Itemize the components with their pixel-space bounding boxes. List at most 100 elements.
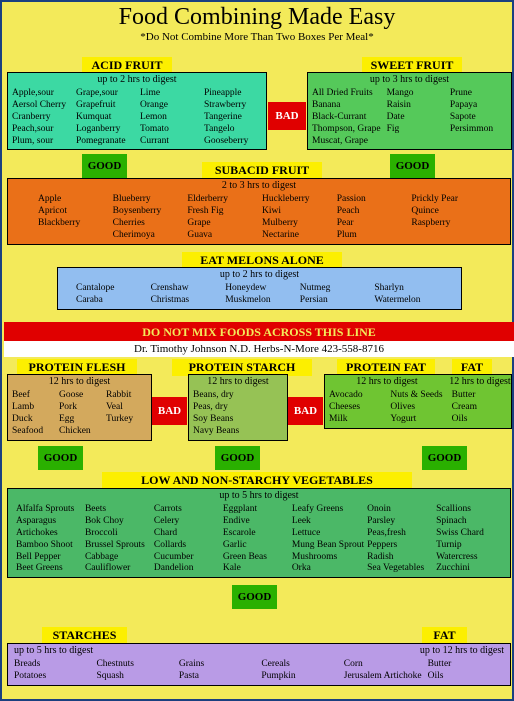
list-item: Kumquat bbox=[76, 112, 134, 124]
list-item: Zucchini bbox=[436, 563, 502, 575]
list-item: Butter bbox=[452, 390, 507, 402]
list-item: Grape,sour bbox=[76, 88, 134, 100]
good-pflesh-low: GOOD bbox=[38, 446, 83, 470]
list-item: Prune bbox=[450, 88, 507, 100]
pfat-list: AvocadoCheesesMilkNuts & SeedsOlivesYogu… bbox=[325, 388, 511, 428]
list-item: Beet Greens bbox=[16, 563, 82, 575]
list-item: Beef bbox=[12, 390, 53, 402]
list-item: Dandelion bbox=[154, 563, 220, 575]
list-item: Eggplant bbox=[223, 504, 289, 516]
list-item: Cucumber bbox=[154, 552, 220, 564]
list-item: Grains bbox=[179, 659, 255, 671]
bad-pflesh-pstarch: BAD bbox=[152, 397, 187, 425]
list-item: Kale bbox=[223, 563, 289, 575]
list-item: Turnip bbox=[436, 540, 502, 552]
list-item: Seafood bbox=[12, 426, 53, 438]
list-column: Leafy GreensLeekLettuceMung Bean SproutM… bbox=[292, 504, 364, 575]
pflesh-digest: 12 hrs to digest bbox=[8, 375, 151, 388]
list-item: Apple bbox=[38, 194, 107, 206]
list-item: Cream bbox=[452, 402, 507, 414]
list-item: Apricot bbox=[38, 206, 107, 218]
pstarch-box: 12 hrs to digest Beans, dryPeas, drySoy … bbox=[188, 374, 288, 441]
list-item: Plum, sour bbox=[12, 136, 70, 148]
list-item: Passion bbox=[337, 194, 406, 206]
list-column: LimeOrangeLemonTomatoCurrant bbox=[140, 88, 198, 147]
list-item: Tangelo bbox=[204, 124, 262, 136]
list-item: Escarole bbox=[223, 528, 289, 540]
list-column: EggplantEndiveEscaroleGarlicGreen BeasKa… bbox=[223, 504, 289, 575]
list-item: Parsley bbox=[367, 516, 433, 528]
starch-header: STARCHES bbox=[42, 627, 127, 644]
list-column: Alfalfa SproutsAsparagusArtichokesBamboo… bbox=[16, 504, 82, 575]
list-column: RabbitVealTurkey bbox=[106, 390, 147, 438]
low-header: LOW AND NON-STARCHY VEGETABLES bbox=[102, 472, 412, 489]
list-column: BlueberryBoysenberryCherriesCherimoya bbox=[113, 194, 182, 242]
list-item: Plum bbox=[337, 230, 406, 242]
list-item: Pork bbox=[59, 402, 100, 414]
good-acid-subacid: GOOD bbox=[82, 154, 127, 178]
list-item: Garlic bbox=[223, 540, 289, 552]
starch-box: up to 5 hrs to digest up to 12 hrs to di… bbox=[7, 643, 511, 686]
list-item: Mushrooms bbox=[292, 552, 364, 564]
list-item: Cherimoya bbox=[113, 230, 182, 242]
list-item: Sea Vegetables bbox=[367, 563, 433, 575]
list-item: Lemon bbox=[140, 112, 198, 124]
list-item: Nectarine bbox=[262, 230, 331, 242]
list-item: Papaya bbox=[450, 100, 507, 112]
page-title: Food Combining Made Easy bbox=[2, 2, 512, 31]
credit-line: Dr. Timothy Johnson N.D. Herbs-N-More 42… bbox=[4, 341, 514, 357]
bad-pstarch-pfat: BAD bbox=[288, 397, 323, 425]
list-column: Apple,sourAersol CherryCranberryPeach,so… bbox=[12, 88, 70, 147]
list-item: Collards bbox=[154, 540, 220, 552]
list-column: MangoRaisinDateFig bbox=[387, 88, 444, 147]
good-sweet-subacid: GOOD bbox=[390, 154, 435, 178]
list-item: Nutmeg bbox=[300, 283, 369, 295]
list-item: Orka bbox=[292, 563, 364, 575]
list-item: Pomegranate bbox=[76, 136, 134, 148]
list-column: ButterOils bbox=[428, 659, 504, 683]
list-column: CantalopeCaraba bbox=[76, 283, 145, 307]
list-item: Aersol Cherry bbox=[12, 100, 70, 112]
starch-digest: up to 5 hrs to digest bbox=[8, 644, 341, 657]
list-item: Jerusalem Artichoke bbox=[344, 671, 422, 683]
list-column: PineappleStrawberryTangerineTangeloGoose… bbox=[204, 88, 262, 147]
list-item: Raisin bbox=[387, 100, 444, 112]
list-item: All Dried Fruits bbox=[312, 88, 381, 100]
acid-list: Apple,sourAersol CherryCranberryPeach,so… bbox=[8, 86, 266, 149]
sweet-list: All Dried FruitsBananaBlack-CurrantThomp… bbox=[308, 86, 511, 149]
list-item: Gooseberry bbox=[204, 136, 262, 148]
low-list: Alfalfa SproutsAsparagusArtichokesBamboo… bbox=[8, 502, 510, 577]
list-item: Endive bbox=[223, 516, 289, 528]
list-item: Thompson, Grape bbox=[312, 124, 381, 136]
list-item: Breads bbox=[14, 659, 90, 671]
list-item: Watermelon bbox=[374, 295, 443, 307]
list-item: Butter bbox=[428, 659, 504, 671]
list-column: PassionPeachPearPlum bbox=[337, 194, 406, 242]
list-item: Peach,sour bbox=[12, 124, 70, 136]
list-column: CerealsPumpkin bbox=[261, 659, 337, 683]
list-item: Cherries bbox=[113, 218, 182, 230]
list-column: HoneydewMuskmelon bbox=[225, 283, 294, 307]
list-column: Prickly PearQuinceRaspberry bbox=[411, 194, 480, 242]
list-item: Banana bbox=[312, 100, 381, 112]
list-item: Tomato bbox=[140, 124, 198, 136]
list-item: Rabbit bbox=[106, 390, 147, 402]
list-item: Olives bbox=[390, 402, 445, 414]
list-item: Lettuce bbox=[292, 528, 364, 540]
list-column: All Dried FruitsBananaBlack-CurrantThomp… bbox=[312, 88, 381, 147]
list-item: Sharlyn bbox=[374, 283, 443, 295]
list-item: Cantalope bbox=[76, 283, 145, 295]
list-column: GrainsPasta bbox=[179, 659, 255, 683]
list-item: Currant bbox=[140, 136, 198, 148]
list-item: Strawberry bbox=[204, 100, 262, 112]
list-item: Beets bbox=[85, 504, 151, 516]
list-item: Peas,fresh bbox=[367, 528, 433, 540]
list-item: Goose bbox=[59, 390, 100, 402]
list-item: Yogurt bbox=[390, 414, 445, 426]
list-item: Broccoli bbox=[85, 528, 151, 540]
list-item: Asparagus bbox=[16, 516, 82, 528]
list-item: Tangerine bbox=[204, 112, 262, 124]
list-item: Bamboo Shoot bbox=[16, 540, 82, 552]
do-not-mix-line: DO NOT MIX FOODS ACROSS THIS LINE bbox=[4, 322, 514, 343]
list-column: Beans, dryPeas, drySoy BeansNavy Beans bbox=[193, 390, 283, 438]
